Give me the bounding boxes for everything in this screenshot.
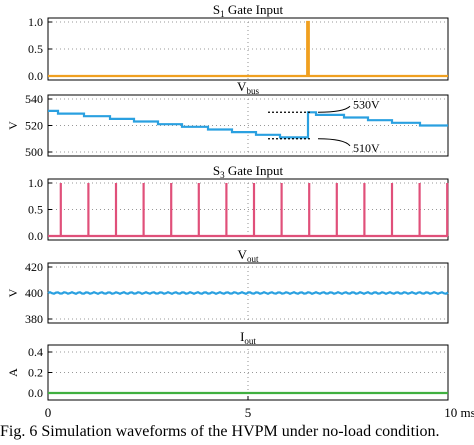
y-axis-label: A [6, 368, 20, 377]
panel-title: Iout [240, 329, 256, 346]
annotation-label: 510V [353, 141, 380, 155]
panel-title: Vbus [237, 79, 259, 96]
panel-title: S3 Gate Input [213, 163, 284, 180]
annotation-arrow [317, 138, 351, 147]
y-tick-label: 0.2 [28, 366, 43, 380]
y-tick-label: 0.5 [28, 42, 43, 56]
y-tick-label: 380 [25, 312, 43, 326]
panel-5: 0.4 0.2 0.0 A Iout 0 5 10 ms [6, 329, 474, 420]
y-tick-label: 0.0 [28, 69, 43, 83]
panel-title: Vout [238, 247, 259, 264]
annotation-arrow [317, 105, 351, 113]
y-tick-label: 1.0 [28, 15, 43, 29]
y-axis-label: V [6, 288, 20, 297]
panel-2: 540 520 500 V Vbus 530V 510V [6, 79, 449, 159]
y-tick-label: 420 [25, 260, 43, 274]
y-tick-label: 500 [25, 145, 43, 159]
y-tick-label: 520 [25, 119, 43, 133]
panel-3: 1.0 0.5 0.0 S3 Gate Input [28, 163, 449, 243]
figure-caption: Fig. 6 Simulation waveforms of the HVPM … [0, 423, 440, 440]
y-tick-label: 1.0 [28, 176, 43, 190]
panel-4: 420 400 380 V Vout [6, 247, 449, 326]
y-tick-label: 0.5 [28, 203, 43, 217]
x-tick-label: 0 [45, 405, 52, 420]
y-tick-label: 540 [25, 92, 43, 106]
y-tick-label: 0.0 [28, 229, 43, 243]
y-tick-label: 400 [25, 286, 43, 300]
series-line [48, 20, 448, 78]
y-axis-label: V [6, 121, 20, 130]
annotation-label: 530V [353, 97, 380, 111]
y-tick-label: 0.4 [28, 345, 43, 359]
x-tick-label: 10 ms [444, 405, 474, 420]
series-line [47, 290, 449, 296]
panel-title: S1 Gate Input [213, 2, 284, 19]
panel-1: 1.0 0.5 0.0 S1 Gate Input [28, 2, 449, 83]
y-tick-label: 0.0 [28, 386, 43, 400]
x-tick-label: 5 [245, 405, 252, 420]
series-line [48, 109, 448, 139]
